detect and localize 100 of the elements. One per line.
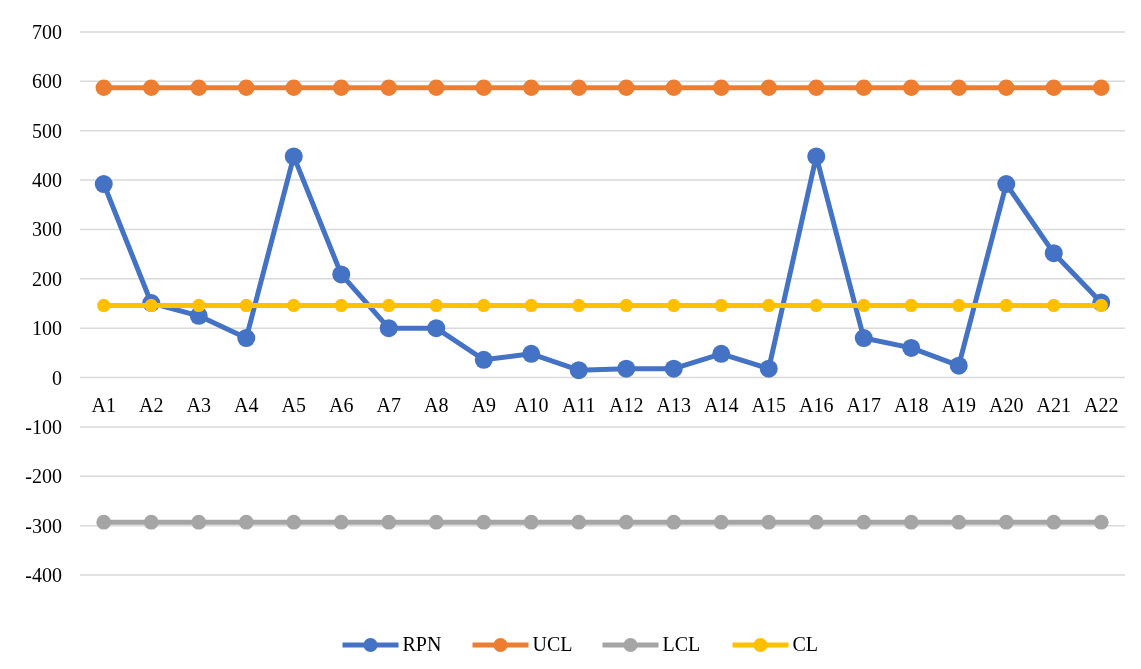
y-tick-label: -300 (25, 514, 62, 537)
point (1046, 514, 1062, 530)
y-tick-label: 700 (32, 21, 62, 43)
point (190, 79, 207, 96)
x-tick-label: A10 (514, 393, 549, 416)
y-tick-label: 200 (32, 267, 62, 290)
point (666, 514, 682, 530)
point (713, 514, 729, 530)
point (903, 79, 920, 96)
y-tick-label: 300 (32, 218, 62, 241)
point (902, 338, 921, 357)
point (284, 147, 303, 166)
point (664, 359, 683, 378)
point (382, 298, 396, 313)
point (950, 79, 967, 96)
legend-label: UCL (532, 633, 573, 655)
point (618, 514, 634, 530)
x-tick-label: A5 (281, 393, 306, 416)
point (523, 514, 539, 530)
legend-label: LCL (662, 633, 701, 655)
point (237, 329, 256, 348)
point (191, 514, 207, 530)
point (618, 79, 635, 96)
point (286, 514, 302, 530)
x-tick-label: A4 (234, 393, 259, 416)
point (192, 298, 206, 313)
point (477, 298, 491, 313)
y-tick-label: -200 (25, 465, 62, 488)
point (1045, 79, 1062, 96)
point (474, 350, 493, 369)
x-tick-label: A13 (656, 393, 691, 416)
y-tick-label: -400 (25, 564, 62, 586)
point (667, 298, 681, 313)
y-tick-label: -100 (25, 415, 62, 438)
point (333, 79, 350, 96)
point (381, 514, 397, 530)
point (333, 514, 349, 530)
x-tick-label: A7 (376, 393, 401, 416)
point (428, 514, 444, 530)
point (854, 329, 873, 348)
point (523, 79, 540, 96)
x-tick-label: A19 (941, 393, 976, 416)
point (761, 514, 777, 530)
point (94, 175, 113, 194)
x-tick-label: A22 (1084, 393, 1119, 416)
point (759, 359, 778, 378)
point (428, 79, 445, 96)
x-tick-label: A18 (894, 393, 929, 416)
x-tick-label: A2 (139, 393, 164, 416)
point (476, 514, 492, 530)
x-tick-label: A16 (799, 393, 834, 416)
point (572, 298, 586, 313)
point (997, 175, 1016, 194)
point (998, 79, 1015, 96)
point (239, 298, 253, 313)
x-tick-label: A21 (1036, 393, 1071, 416)
point (1093, 514, 1109, 530)
point (712, 344, 731, 363)
y-tick-label: 500 (32, 119, 62, 142)
point (1094, 298, 1108, 313)
y-tick-label: 0 (52, 366, 62, 389)
x-tick-label: A20 (989, 393, 1024, 416)
point (904, 298, 918, 313)
point (617, 359, 636, 378)
x-tick-label: A15 (751, 393, 786, 416)
point (522, 344, 541, 363)
legend-label: CL (792, 633, 819, 655)
x-tick-label: A3 (186, 393, 211, 416)
point (999, 298, 1013, 313)
point (97, 298, 111, 313)
point (855, 79, 872, 96)
point (238, 79, 255, 96)
point (238, 514, 254, 530)
point (379, 319, 398, 338)
point (903, 514, 919, 530)
x-tick-label: A11 (561, 393, 596, 416)
point (144, 298, 158, 313)
point (143, 79, 160, 96)
point (475, 79, 492, 96)
point (1093, 79, 1110, 96)
point (713, 79, 730, 96)
point (285, 79, 302, 96)
point (856, 514, 872, 530)
legend-label: RPN (402, 633, 442, 655)
point (96, 514, 112, 530)
point (429, 298, 443, 313)
point (1044, 244, 1063, 263)
x-tick-label: A1 (91, 393, 116, 416)
y-tick-label: 100 (32, 317, 62, 340)
point (808, 79, 825, 96)
y-tick-label: 400 (32, 169, 62, 192)
x-tick-label: A12 (609, 393, 644, 416)
point (809, 298, 823, 313)
x-tick-label: A8 (424, 393, 449, 416)
point (95, 79, 112, 96)
x-tick-label: A14 (704, 393, 739, 416)
point (143, 514, 159, 530)
point (570, 79, 587, 96)
point (1047, 298, 1061, 313)
point (951, 514, 967, 530)
